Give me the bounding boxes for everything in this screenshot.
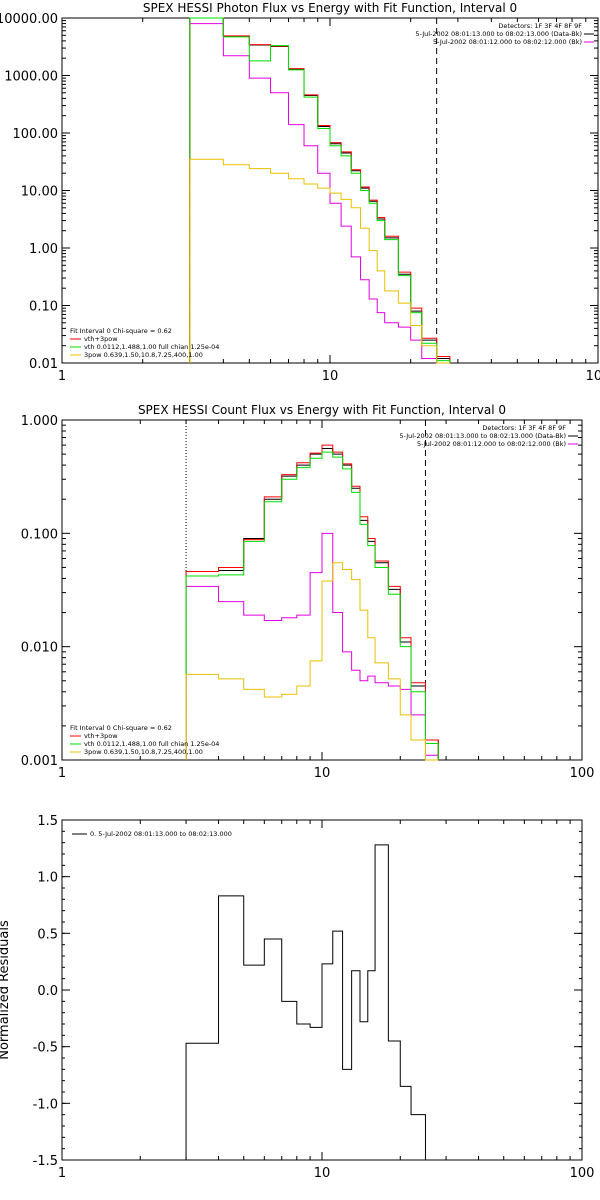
y-tick-label: 0.001 xyxy=(21,754,58,769)
y-tick-label: 0.010 xyxy=(21,641,58,656)
y-tick-label: 1000.00 xyxy=(4,70,58,85)
info-line: Detectors: 1F 3F 4F 8F 9F xyxy=(482,424,566,432)
x-tick-label: 10 xyxy=(314,1166,331,1181)
legend-label: 0. 5-Jul-2002 08:01:13.000 to 08:02:13.0… xyxy=(90,830,232,838)
fit-info-line: vth 0.0112,1.488,1.00 full chian 1.25e-0… xyxy=(84,343,219,351)
y-tick-label: -0.5 xyxy=(33,1041,58,1056)
series-line-4 xyxy=(189,158,450,364)
y-tick-label: 10000.00 xyxy=(0,12,58,27)
y-tick-label: 1.0 xyxy=(37,871,58,886)
chart-title: SPEX HESSI Count Flux vs Energy with Fit… xyxy=(138,403,506,417)
fit-info-line: 3pow 0.639,1.50,10.8,7.25,400,1.00 xyxy=(84,351,203,359)
info-line: Detectors: 1F 3F 4F 8F 9F xyxy=(498,22,582,30)
info-line: 5-Jul-2002 08:01:13.000 to 08:02:13.000 … xyxy=(415,30,582,38)
x-tick-label: 1 xyxy=(58,369,66,384)
series-line-0 xyxy=(185,844,426,1160)
chart-title: SPEX HESSI Photon Flux vs Energy with Fi… xyxy=(143,1,517,15)
y-tick-label: 0.10 xyxy=(29,300,58,315)
info-line: 5-Jul-2002 08:01:12.000 to 08:02:12.000 … xyxy=(417,440,566,448)
fit-info-line: 3pow 0.639,1.50,10.8,7.25,400,1.00 xyxy=(84,748,203,756)
x-tick-label: 1 xyxy=(58,1166,66,1181)
info-line: 5-Jul-2002 08:01:12.000 to 08:02:12.000 … xyxy=(433,38,582,46)
chart-panel-2: SPEX HESSI Count Flux vs Energy with Fit… xyxy=(21,403,595,781)
x-tick-label: 100 xyxy=(586,369,600,384)
y-tick-label: 0.100 xyxy=(21,527,58,542)
y-axis-label: Normalized Residuals xyxy=(0,920,12,1060)
y-tick-label: -1.5 xyxy=(33,1154,58,1169)
y-tick-label: 0.0 xyxy=(37,984,58,999)
fit-info-line: Fit Interval 0 Chi-square = 0.62 xyxy=(70,327,172,335)
y-tick-label: -1.0 xyxy=(33,1097,58,1112)
x-tick-label: 10 xyxy=(314,766,331,781)
fit-info-line: vth+3pow xyxy=(84,335,118,343)
y-tick-label: 0.5 xyxy=(37,927,58,942)
series-line-1 xyxy=(189,23,450,364)
y-tick-label: 1.00 xyxy=(29,242,58,257)
y-tick-label: 10.00 xyxy=(21,185,58,200)
x-tick-label: 100 xyxy=(570,766,595,781)
y-tick-label: 1.5 xyxy=(37,814,58,829)
x-tick-label: 1 xyxy=(58,766,66,781)
x-tick-label: 10 xyxy=(322,369,339,384)
chart-panel-3: Normalized Residuals 1 10 100 -1.5 -1.0 -0.5 0.… xyxy=(0,814,594,1181)
x-tick-label: 100 xyxy=(570,1166,595,1181)
fit-info-line: Fit Interval 0 Chi-square = 0.62 xyxy=(70,724,172,732)
chart-panel-1: SPEX HESSI Photon Flux vs Energy with Fi… xyxy=(0,1,600,384)
fit-info-line: vth+3pow xyxy=(84,732,118,740)
series-line-3 xyxy=(185,451,439,760)
info-line: 5-Jul-2002 08:01:13.000 to 08:02:13.000 … xyxy=(399,432,566,440)
series-line-4 xyxy=(185,562,439,761)
y-tick-label: 100.00 xyxy=(13,127,59,142)
y-tick-label: 1.000 xyxy=(21,414,58,429)
fit-info-line: vth 0.0112,1.488,1.00 full chian 1.25e-0… xyxy=(84,740,219,748)
y-tick-label: 0.01 xyxy=(29,357,58,372)
